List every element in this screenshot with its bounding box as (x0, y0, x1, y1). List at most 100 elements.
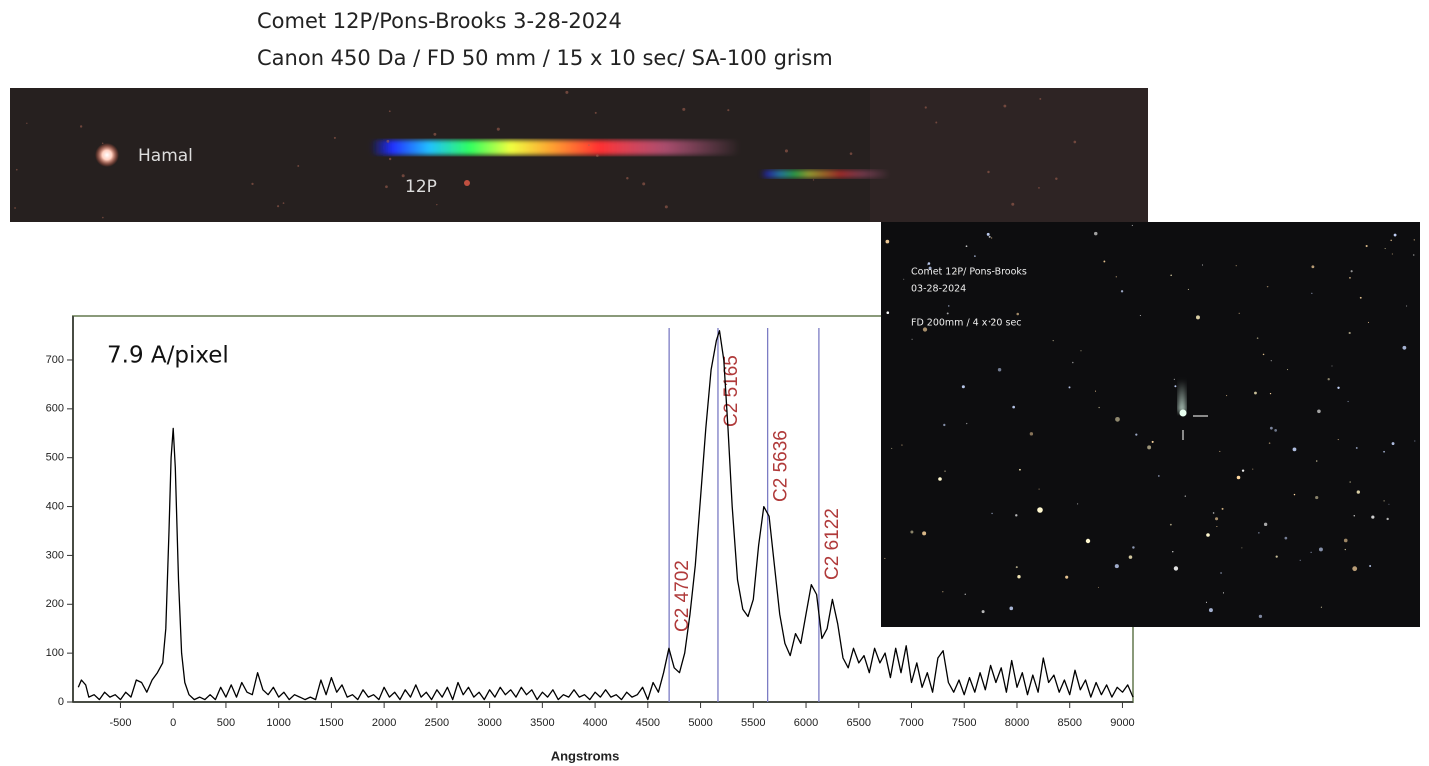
star (988, 235, 991, 238)
star (1349, 481, 1351, 483)
star (1077, 503, 1079, 505)
star (997, 367, 1002, 372)
star (664, 205, 668, 209)
star (1293, 493, 1296, 496)
emission-label: C2 4702 (672, 560, 693, 632)
star (910, 530, 914, 534)
star (1284, 536, 1288, 540)
star (955, 271, 957, 273)
star (1258, 614, 1263, 619)
star (1311, 265, 1315, 269)
star (1254, 391, 1257, 395)
star (496, 127, 500, 131)
star (1349, 277, 1351, 279)
star (1258, 532, 1260, 534)
star (961, 385, 965, 389)
x-tick-label: 4000 (583, 717, 607, 729)
star (1120, 290, 1124, 293)
star (1172, 551, 1174, 553)
star (1206, 533, 1210, 537)
star (946, 312, 949, 315)
x-tick-label: 4500 (636, 717, 660, 729)
inset-photo: Comet 12P/ Pons-Brooks 03-28-2024 FD 200mm… (881, 222, 1420, 627)
star (991, 512, 993, 515)
star (1353, 515, 1355, 517)
x-tick-label: 3500 (530, 717, 554, 729)
photo-label: 12P (405, 177, 437, 197)
star (886, 311, 890, 315)
star (1212, 512, 1215, 514)
star (1065, 575, 1069, 579)
star (1320, 606, 1323, 608)
star (1080, 350, 1082, 352)
star (885, 239, 890, 244)
x-tick-label: 5500 (741, 717, 765, 729)
star (1384, 247, 1386, 250)
star (812, 179, 815, 181)
star (993, 319, 996, 321)
faint-spectrum (760, 170, 890, 178)
star (1287, 369, 1289, 371)
star (1383, 450, 1385, 453)
star (386, 139, 390, 143)
star (1131, 224, 1133, 226)
photo-background (881, 222, 1420, 627)
star (436, 203, 438, 206)
star (1072, 361, 1074, 364)
star (1215, 517, 1219, 521)
x-tick-label: 0 (170, 717, 176, 729)
spectrum-line (77, 330, 1134, 701)
x-tick-label: 6000 (794, 717, 818, 729)
star (1367, 321, 1369, 324)
star (928, 266, 932, 270)
star (1208, 608, 1213, 613)
star (588, 144, 590, 146)
star (1222, 592, 1225, 594)
star (924, 106, 927, 109)
star (1170, 274, 1172, 277)
x-tick-label: 7000 (899, 717, 923, 729)
star (1015, 566, 1018, 569)
star (333, 136, 336, 139)
star (935, 121, 938, 124)
star (981, 610, 985, 614)
y-tick-label: 500 (46, 452, 64, 464)
star (1220, 572, 1222, 574)
star (1406, 305, 1408, 307)
star (1402, 345, 1407, 350)
star (1055, 177, 1058, 180)
star (1151, 440, 1154, 443)
star (1221, 507, 1224, 510)
x-tick-label: 6500 (847, 717, 871, 729)
star (1348, 331, 1351, 335)
star (1274, 429, 1277, 432)
star (849, 152, 853, 155)
star (1311, 292, 1313, 294)
star (1252, 468, 1254, 470)
star (1256, 337, 1259, 339)
star (1266, 285, 1269, 288)
star (891, 447, 893, 449)
spectrum-photo: Hamal 12P (10, 88, 1148, 222)
star (1315, 495, 1319, 500)
star (948, 305, 950, 307)
star (1003, 104, 1007, 108)
star (903, 278, 905, 280)
star (282, 202, 285, 204)
star (1095, 390, 1097, 392)
star (1038, 187, 1040, 189)
star (1226, 395, 1228, 397)
star (727, 109, 730, 112)
star (1085, 538, 1091, 544)
star (927, 262, 931, 265)
star (1015, 514, 1018, 517)
star (1139, 314, 1141, 316)
star (943, 423, 946, 427)
star (1316, 460, 1318, 462)
x-tick-label: 5000 (688, 717, 712, 729)
star (26, 122, 28, 124)
star (1344, 548, 1347, 551)
y-tick-label: 100 (46, 647, 64, 659)
star (1263, 522, 1268, 527)
